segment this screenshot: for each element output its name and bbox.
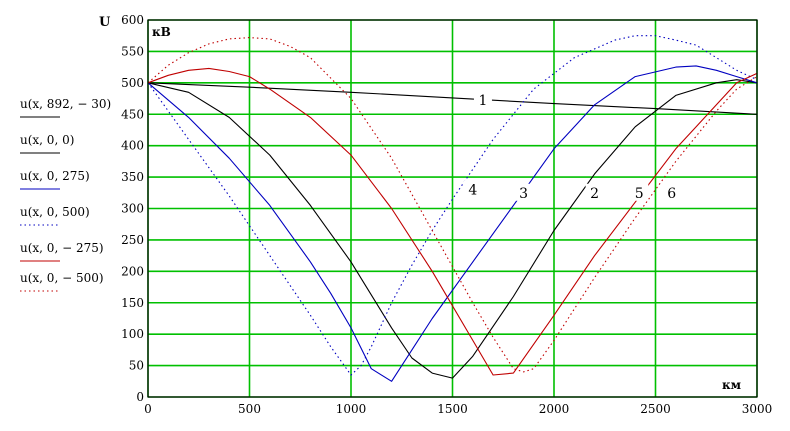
x-tick-label: 0 xyxy=(144,402,152,416)
y-tick-label: 300 xyxy=(121,202,144,216)
x-tick-label: 3000 xyxy=(742,402,773,416)
legend-label: u(x, 0, 0) xyxy=(20,133,74,147)
y-tick-label: 500 xyxy=(121,76,144,90)
curve-label: 4 xyxy=(468,183,477,199)
legend-label: u(x, 0, − 275) xyxy=(20,241,104,255)
curve-label: 2 xyxy=(590,186,599,202)
x-axis-unit: км xyxy=(722,378,742,392)
y-axis-label: U xyxy=(99,15,111,30)
curve-label: 6 xyxy=(667,186,676,202)
curve-label: 5 xyxy=(635,186,644,202)
x-tick-label: 500 xyxy=(238,402,261,416)
x-tick-label: 2500 xyxy=(640,402,671,416)
legend: u(x, 892, − 30) u(x, 0, 0) u(x, 0, 275) u(x… xyxy=(20,97,111,292)
series-line-6 xyxy=(147,37,758,373)
curve-label-bg xyxy=(473,90,492,108)
series-line-2 xyxy=(147,79,758,379)
y-tick-label: 200 xyxy=(121,264,144,278)
y-tick-label: 150 xyxy=(121,296,144,310)
y-tick-label: 250 xyxy=(121,233,144,247)
series-line-4 xyxy=(147,35,758,376)
y-tick-label: 0 xyxy=(136,390,144,404)
x-tick-label: 1000 xyxy=(336,402,367,416)
curve-label-bg xyxy=(662,183,681,201)
legend-label: u(x, 892, − 30) xyxy=(20,97,111,111)
curve-label-bg xyxy=(585,183,604,201)
curve-labels: 1 4 3 2 5 6 xyxy=(463,90,681,202)
x-tick-label: 2000 xyxy=(539,402,570,416)
y-tick-label: 550 xyxy=(121,44,144,58)
plot-frame xyxy=(147,19,758,398)
curve-label-bg xyxy=(630,183,649,201)
y-tick-label: 100 xyxy=(121,327,144,341)
x-tick-label: 1500 xyxy=(437,402,468,416)
curve-label: 3 xyxy=(519,186,528,202)
legend-label: u(x, 0, 275) xyxy=(20,169,90,183)
y-tick-label: 350 xyxy=(121,170,144,184)
y-axis-unit: кВ xyxy=(152,25,171,39)
y-tick-label: 600 xyxy=(121,13,144,27)
axes xyxy=(147,19,758,398)
series-line-3 xyxy=(147,65,758,382)
legend-label: u(x, 0, 500) xyxy=(20,205,90,219)
y-tick-label: 400 xyxy=(121,139,144,153)
legend-label: u(x, 0, − 500) xyxy=(20,271,104,285)
y-tick-label: 50 xyxy=(129,359,144,373)
curve-label: 1 xyxy=(478,93,487,109)
series-lines xyxy=(147,35,758,382)
series-line-5 xyxy=(147,67,758,376)
series-line-1 xyxy=(147,82,758,115)
curve-label-bg xyxy=(514,183,533,201)
curve-label-bg xyxy=(463,180,482,198)
tick-labels: 0 500 1000 1500 2000 2500 30000501001502002503… xyxy=(121,13,772,416)
y-tick-label: 450 xyxy=(121,107,144,121)
